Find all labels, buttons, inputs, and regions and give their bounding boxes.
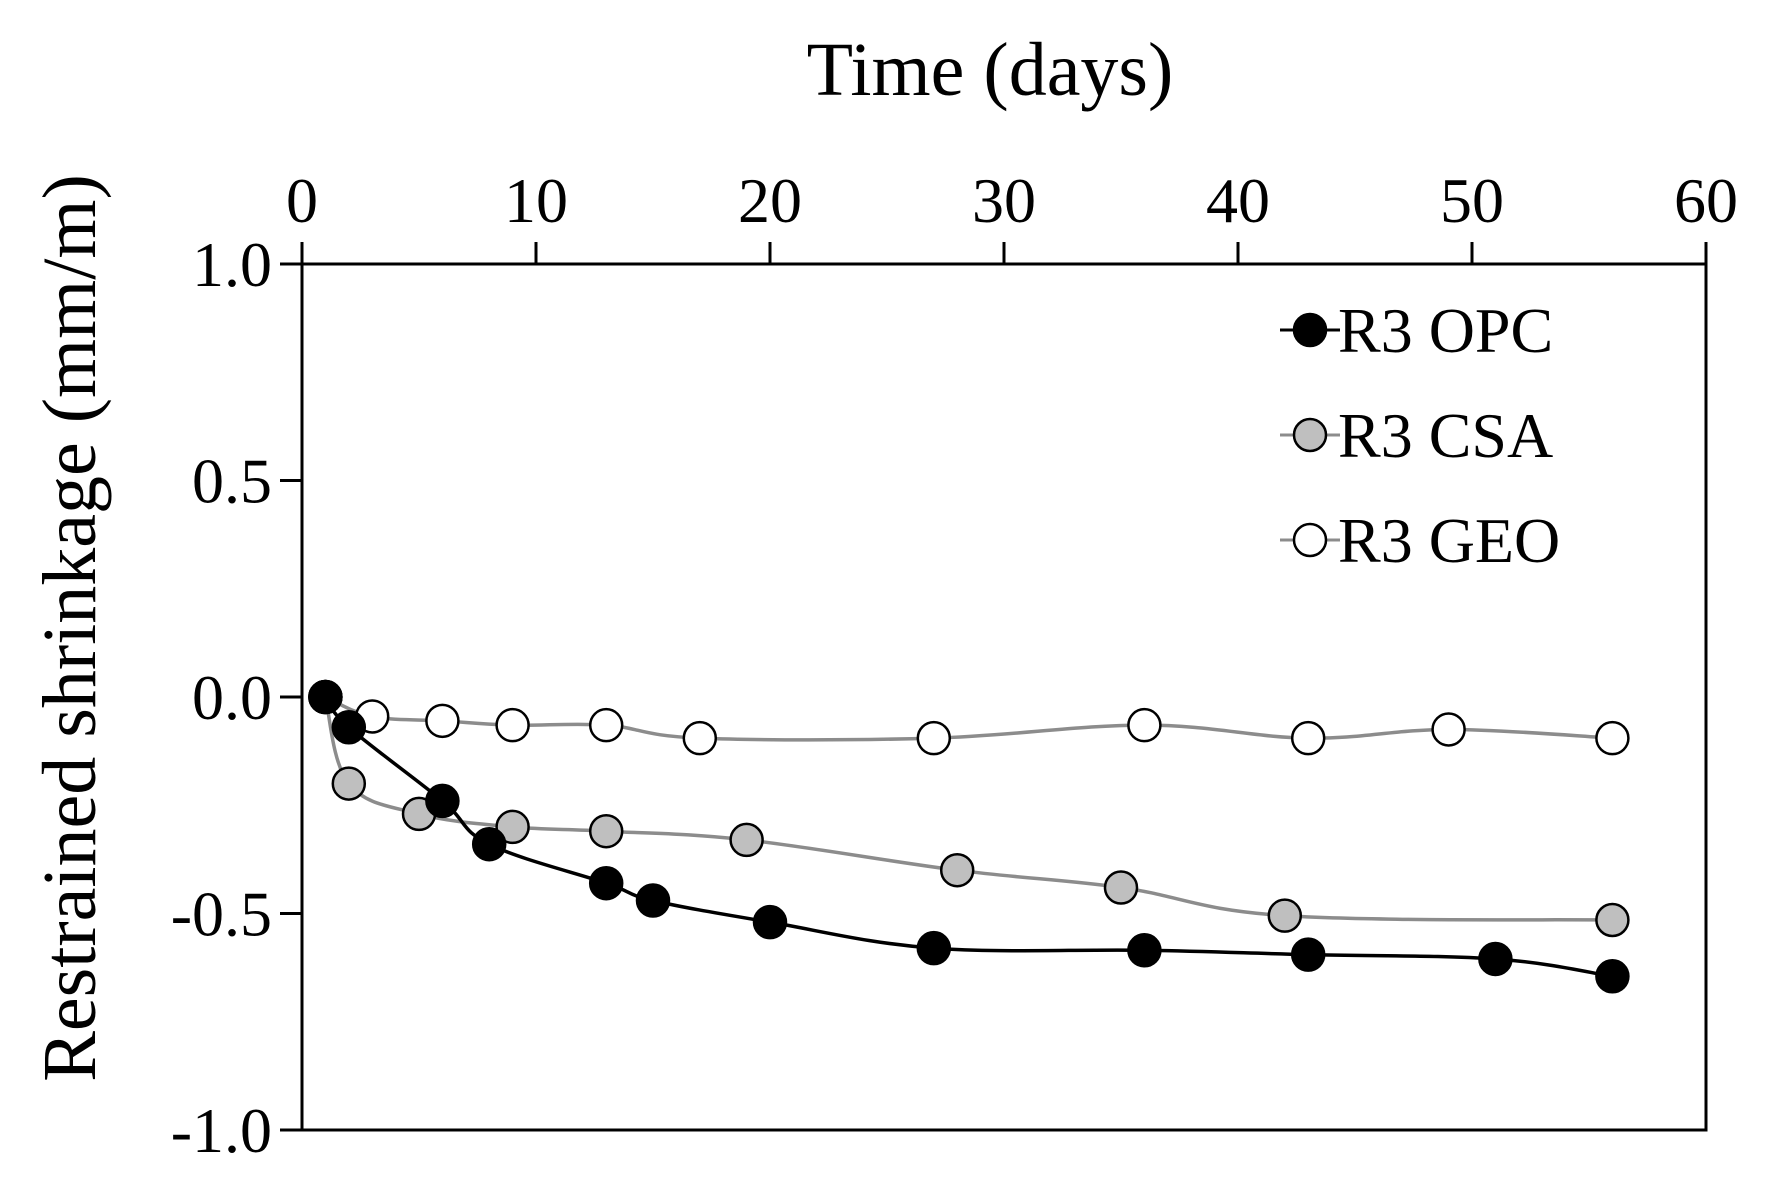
data-point-r3-opc [588, 865, 624, 901]
x-tick-label: 20 [738, 165, 802, 236]
legend-label-r3-geo: R3 GEO [1338, 505, 1560, 576]
x-tick-label: 30 [972, 165, 1036, 236]
y-axis-title: Restrained shrinkage (mm/m) [28, 174, 112, 1082]
data-point-r3-opc [308, 679, 343, 715]
x-tick-label: 60 [1674, 165, 1738, 236]
series-layer [308, 679, 1630, 994]
y-tick-label: 0.0 [192, 662, 272, 733]
data-point-r3-csa [495, 809, 530, 845]
x-tick-label: 50 [1440, 165, 1504, 236]
data-point-r3-csa [1595, 902, 1630, 938]
x-tick-label: 10 [504, 165, 568, 236]
data-point-r3-csa [1267, 898, 1303, 933]
y-tick-label: 0.5 [192, 446, 272, 517]
axes: 0 10 20 30 40 50 60 1.0 0.5 0.0 -0.5 -1.0 [171, 165, 1738, 1166]
data-point-r3-opc [635, 883, 671, 918]
y-tick-label: -1.0 [171, 1095, 272, 1166]
data-point-r3-csa [1103, 870, 1139, 905]
data-point-r3-geo [916, 720, 952, 756]
legend-marker-r3-geo [1292, 522, 1328, 558]
data-point-r3-geo [1290, 720, 1326, 756]
x-tick-label: 0 [286, 165, 318, 236]
data-point-r3-opc [916, 930, 952, 966]
data-point-r3-geo [1595, 720, 1630, 756]
data-point-r3-opc [1127, 933, 1162, 968]
data-point-r3-geo [1431, 712, 1466, 747]
x-axis-title: Time (days) [807, 28, 1174, 112]
data-point-r3-csa [939, 852, 975, 888]
y-tick-label: 1.0 [192, 229, 272, 300]
data-point-r3-geo [495, 707, 530, 743]
legend-label-r3-opc: R3 OPC [1338, 295, 1553, 366]
legend: R3 OPC R3 CSA R3 GEO [1280, 295, 1560, 576]
data-point-r3-geo [1127, 707, 1162, 743]
legend-label-r3-csa: R3 CSA [1338, 400, 1553, 471]
legend-marker-r3-opc [1292, 312, 1328, 348]
data-point-r3-csa [588, 813, 624, 849]
data-point-r3-opc [1290, 937, 1326, 972]
data-point-r3-geo [682, 720, 718, 756]
data-point-r3-opc [1595, 959, 1630, 994]
data-point-r3-opc [471, 826, 507, 862]
data-point-r3-opc [752, 904, 788, 940]
legend-marker-r3-csa [1292, 417, 1328, 453]
plot-frame [300, 262, 1708, 1132]
x-tick-label: 40 [1206, 165, 1270, 236]
data-point-r3-geo [425, 703, 460, 739]
data-point-r3-geo [588, 707, 624, 743]
data-point-r3-opc [1478, 941, 1513, 977]
data-point-r3-csa [729, 822, 764, 858]
data-point-r3-opc [331, 710, 367, 745]
data-point-r3-csa [331, 766, 367, 801]
data-point-r3-opc [425, 783, 460, 819]
y-tick-label: -0.5 [171, 879, 272, 950]
